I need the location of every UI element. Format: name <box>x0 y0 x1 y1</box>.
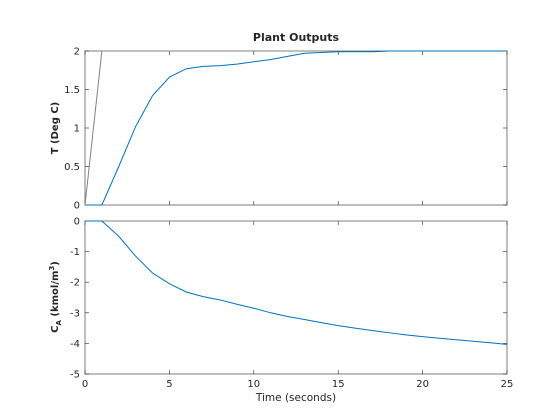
concentration-x-tick-label: 15 <box>332 379 345 390</box>
concentration-series-line-2 <box>85 220 508 345</box>
temperature-y-tick-label: 0.5 <box>64 162 80 173</box>
concentration-plot-area <box>84 220 508 375</box>
ylabel-end: ) <box>50 261 61 266</box>
concentration-y-tick-label: 0 <box>74 217 80 228</box>
ylabel-rest: (kmol/m <box>50 271 61 321</box>
concentration-y-tick-label: -4 <box>70 339 80 350</box>
concentration-x-tick-label: 5 <box>166 379 172 390</box>
ylabel-subscript: A <box>55 320 63 326</box>
concentration-x-tick-label: 25 <box>501 379 514 390</box>
ylabel-main: C <box>50 326 61 333</box>
temperature-series <box>84 50 507 206</box>
temperature-y-tick-label: 1.5 <box>64 85 80 96</box>
temperature-plot-area <box>84 50 508 206</box>
concentration-y-tick-label: -2 <box>70 278 80 289</box>
concentration-y-axis-label: CA (kmol/m3) <box>48 261 63 333</box>
temperature-y-tick-label: 1 <box>74 124 80 135</box>
temperature-ticks: 0 0.5 1 1.5 2 <box>64 47 508 212</box>
concentration-y-tick-label: -1 <box>70 247 80 258</box>
concentration-x-tick-label: 10 <box>247 379 260 390</box>
temperature-y-axis-label: T (Deg C) <box>50 102 61 155</box>
concentration-subplot: 0 5 10 15 20 25 -5 -4 -3 -2 -1 0 Time (seconds) CA … <box>48 217 513 405</box>
x-axis-label: Time (seconds) <box>255 392 336 404</box>
temperature-series-line-1 <box>84 50 507 206</box>
concentration-x-tick-label: 0 <box>82 379 88 390</box>
concentration-y-tick-label: -3 <box>70 308 80 319</box>
temperature-series-line-2 <box>85 50 507 206</box>
ylabel-superscript: 3 <box>48 266 56 271</box>
concentration-x-tick-label: 20 <box>416 379 429 390</box>
chart-title: Plant Outputs <box>253 31 340 44</box>
temperature-y-tick-label: 0 <box>74 201 80 212</box>
concentration-series <box>85 220 508 345</box>
temperature-subplot: 0 0.5 1 1.5 2 Plant Outputs T (Deg C) <box>50 31 508 212</box>
concentration-y-tick-label: -5 <box>70 370 80 381</box>
concentration-ticks: 0 5 10 15 20 25 -5 -4 -3 -2 -1 0 <box>70 217 513 391</box>
temperature-y-tick-label: 2 <box>74 47 80 58</box>
